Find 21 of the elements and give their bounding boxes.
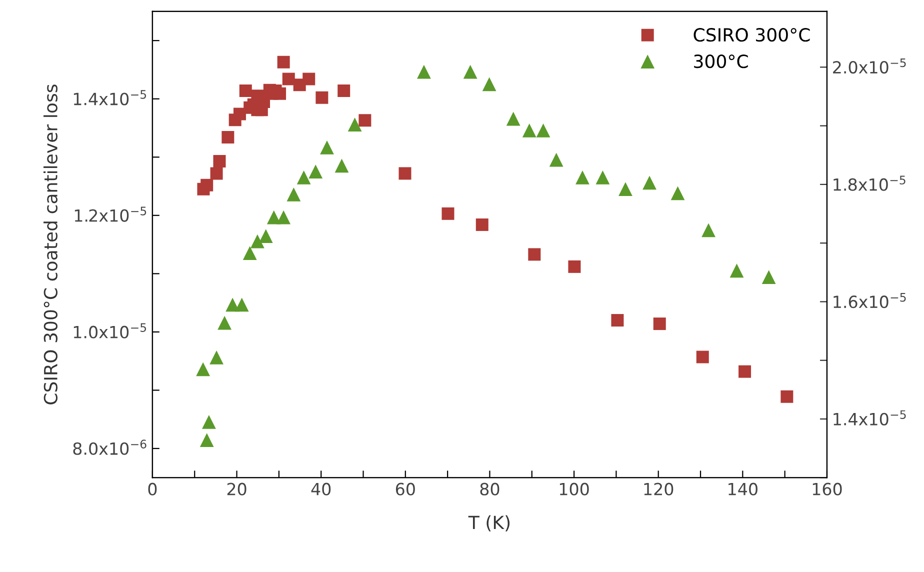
x-tick-label: 160 xyxy=(812,482,842,496)
y2-tick-label: 2.0x10$^{−5}$ xyxy=(833,58,906,74)
x-tick-label: 0 xyxy=(148,482,157,496)
x-tick-label: 40 xyxy=(311,482,331,496)
legend-label: CSIRO 300°C xyxy=(694,28,810,42)
x-tick-label: 140 xyxy=(728,482,758,496)
y2-tick-label: 1.8x10$^{−5}$ xyxy=(834,176,906,191)
x-tick-label: 80 xyxy=(480,482,500,496)
x-tick-label: 20 xyxy=(227,482,246,496)
y2-tick-label: 1.4x10$^{−5}$ xyxy=(834,410,906,426)
x-tick-label: 100 xyxy=(560,482,589,496)
y2-tick-label: 1.6x10$^{−5}$ xyxy=(834,293,906,308)
y-tick-label: 8.0x10$^{−6}$ xyxy=(73,440,146,455)
y-tick-label: 1.2x10$^{−5}$ xyxy=(74,206,146,222)
y-tick-label: 1.4x10$^{−5}$ xyxy=(74,90,146,106)
x-axis-title: T (K) xyxy=(468,515,510,532)
legend-label: 300°C xyxy=(694,54,748,68)
y-axis-title: CSIRO 300°C coated cantilever loss xyxy=(44,84,58,404)
x-tick-label: 60 xyxy=(396,482,415,496)
x-tick-label: 120 xyxy=(644,482,674,496)
y-tick-label: 1.0x10$^{−5}$ xyxy=(74,323,146,338)
